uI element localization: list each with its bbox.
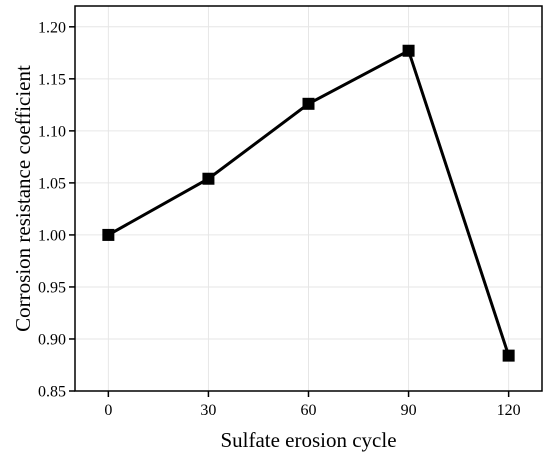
y-tick-label: 0.90 — [38, 331, 66, 348]
y-tick-label: 1.05 — [38, 175, 66, 192]
data-point — [202, 172, 215, 185]
data-markers — [102, 44, 515, 362]
y-axis-title: Corrosion resistance coefficient — [11, 65, 35, 332]
x-tick-label: 90 — [401, 402, 417, 419]
data-point — [502, 349, 515, 362]
data-point — [402, 44, 415, 57]
x-tick-label: 120 — [497, 402, 521, 419]
y-tick-label: 1.10 — [38, 123, 66, 140]
x-tick-labels: 0 30 60 90 120 — [104, 402, 520, 419]
y-tick-label: 0.95 — [38, 279, 66, 296]
data-point — [102, 228, 115, 241]
x-tick-label: 60 — [301, 402, 317, 419]
axis-ticks — [69, 26, 510, 397]
y-tick-labels: 0.85 0.90 0.95 1.00 1.05 1.10 1.15 1.20 — [38, 19, 66, 400]
y-tick-label: 1.20 — [38, 19, 66, 36]
x-axis-title: Sulfate erosion cycle — [220, 428, 396, 452]
grid — [75, 6, 542, 392]
data-point — [302, 97, 315, 110]
x-tick-label: 30 — [200, 402, 216, 419]
y-tick-label: 1.15 — [38, 71, 66, 88]
x-tick-label: 0 — [104, 402, 112, 419]
y-tick-label: 0.85 — [38, 384, 66, 401]
y-tick-label: 1.00 — [38, 227, 66, 244]
